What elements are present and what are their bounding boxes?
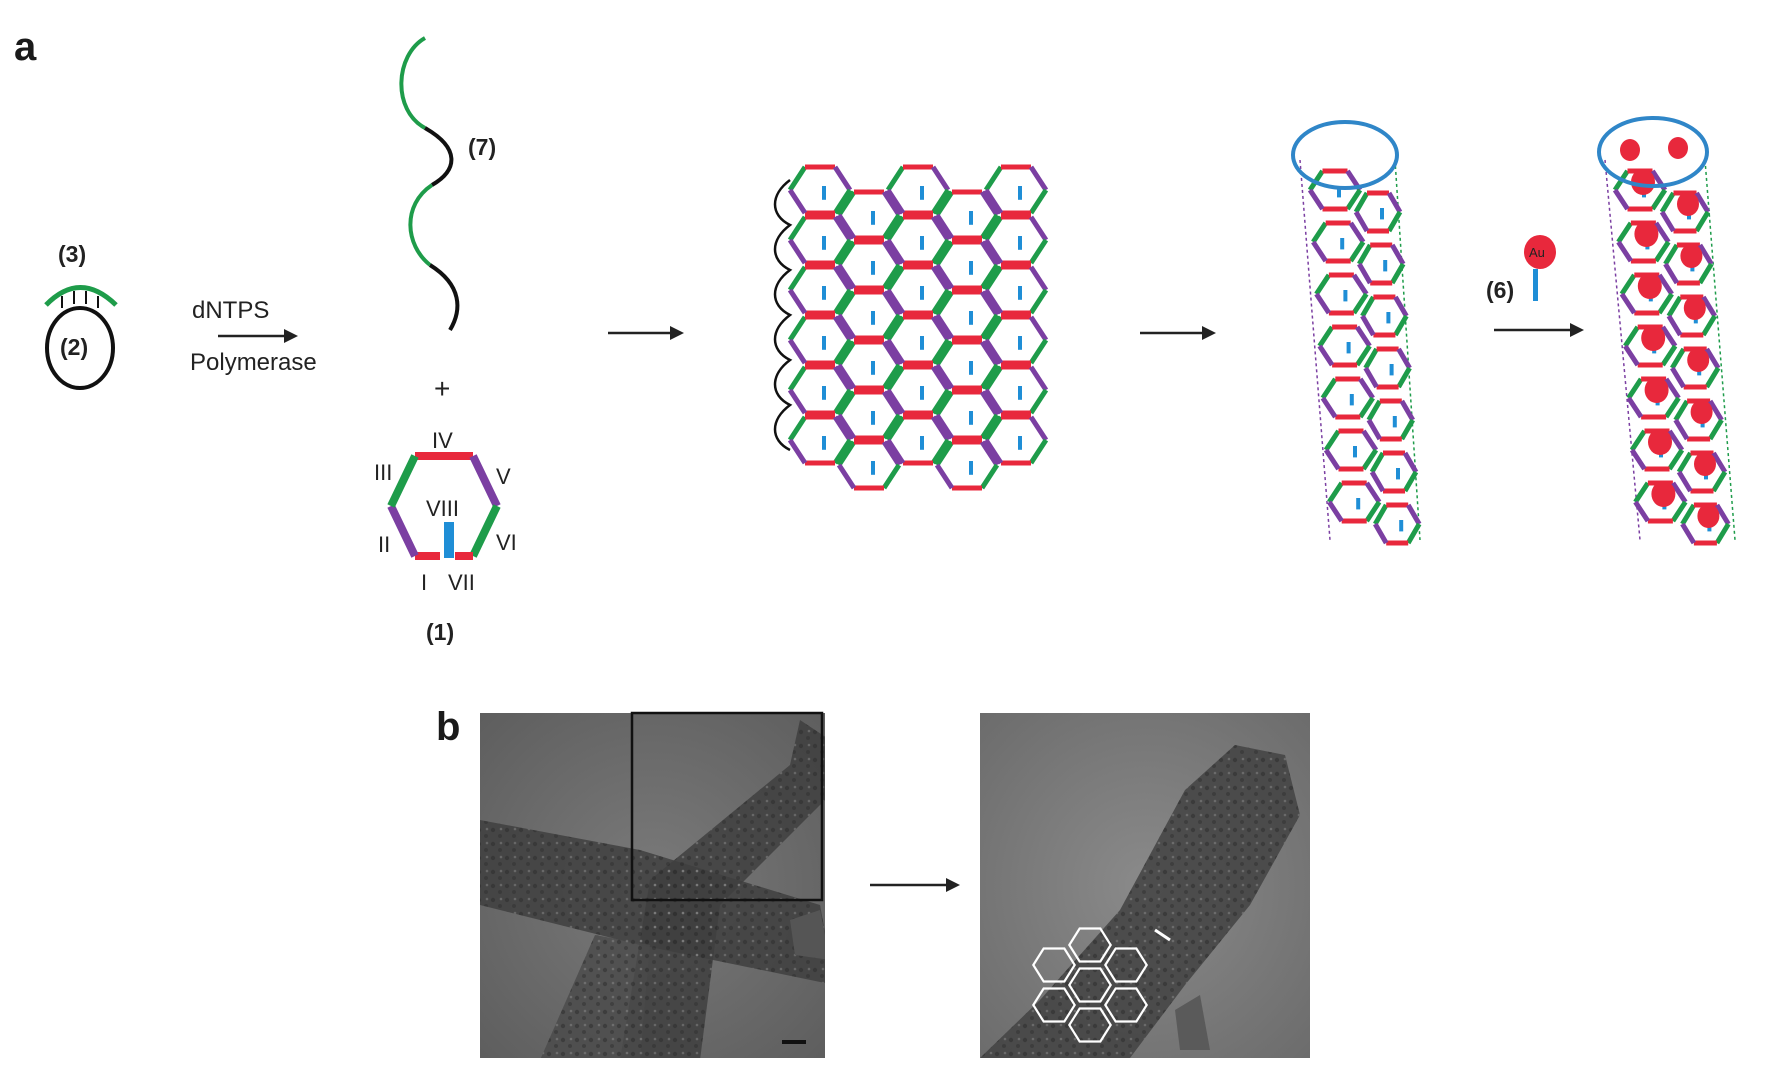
panel-label-b: b: [436, 705, 460, 749]
arrow-right-icon: [608, 326, 684, 340]
arm-label-III: III: [374, 460, 392, 485]
em-image-overview: [480, 711, 825, 1058]
arm-label-I: I: [421, 570, 427, 595]
arm-label-II: II: [378, 532, 390, 557]
arm-label-V: V: [496, 464, 511, 489]
nanotube-icon: [1299, 159, 1422, 546]
em-image-zoom: [980, 713, 1310, 1058]
arrow-right-icon: [1494, 323, 1584, 337]
panel-label-a: a: [14, 25, 37, 69]
primer-label: (3): [58, 241, 86, 267]
primer-circle-icon: [44, 285, 118, 390]
arrow-right-icon: [218, 329, 298, 343]
gold-text: Au: [1529, 245, 1545, 260]
arm-label-VI: VI: [496, 530, 517, 555]
tube-end-ring: [1291, 120, 1399, 190]
gold-step-label: (6): [1486, 277, 1514, 303]
reaction-polymerase: Polymerase: [190, 349, 317, 376]
circle-label: (2): [60, 334, 88, 360]
arrow-right-icon: [870, 878, 960, 892]
hexagon-tile-icon: [387, 452, 501, 560]
lattice-strand-edge: [773, 179, 793, 452]
arm-label-IV: IV: [432, 428, 453, 453]
arrow-right-icon: [1140, 326, 1216, 340]
gold-nanoparticle-icon: [1524, 235, 1556, 301]
dna-strand-icon: [399, 36, 460, 332]
reaction-dntps: dNTPS: [192, 297, 269, 324]
strand-label: (7): [468, 134, 496, 160]
dna-lattice-icon: [787, 164, 1049, 491]
arm-label-VII: VII: [448, 570, 475, 595]
arm-label-VIII: VIII: [426, 496, 459, 521]
plus-sign: +: [434, 373, 450, 404]
tile-label: (1): [426, 619, 454, 645]
tube-end-ring: [1597, 116, 1709, 188]
gold-decorated-nanotube-icon: [1604, 137, 1736, 546]
